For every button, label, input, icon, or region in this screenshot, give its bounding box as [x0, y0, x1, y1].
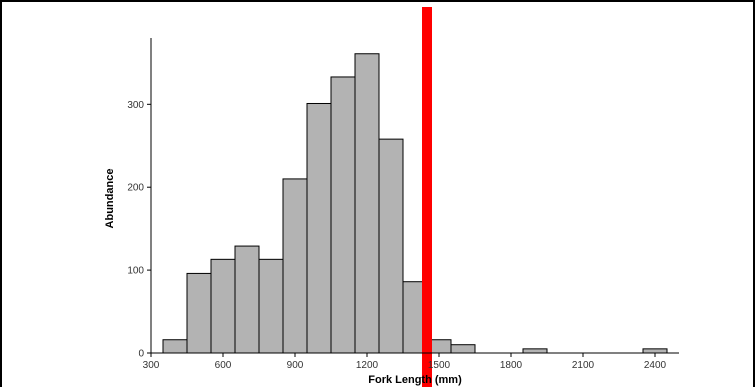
x-ticks-group: 300 600 900 1200 1500 1800 2100 2400: [143, 353, 667, 371]
x-tick-label-900: 900: [287, 360, 304, 371]
histogram-bar-1100: [330, 76, 356, 354]
bars-group: [162, 53, 668, 354]
x-tick-label-600: 600: [215, 360, 232, 371]
histogram-bar-1600: [450, 344, 476, 354]
y-tick-label-300: 300: [127, 100, 144, 111]
x-axis-title: Fork Length (mm): [368, 374, 462, 386]
axes-group: [150, 38, 679, 354]
histogram-bar-600: [210, 258, 236, 354]
histogram-bar-500: [186, 272, 212, 354]
histogram-bar-1300: [378, 138, 404, 354]
y-ticks-group: 0 100 200 300: [127, 100, 151, 360]
x-tick-label-1500: 1500: [428, 360, 451, 371]
histogram-bar-700: [234, 245, 260, 354]
histogram-bar-1000: [306, 102, 332, 354]
x-tick-label-1800: 1800: [500, 360, 523, 371]
histogram-bar-400: [162, 339, 188, 354]
histogram-bar-900: [282, 178, 308, 354]
reference-line-group: [422, 7, 432, 387]
y-tick-label-0: 0: [138, 349, 144, 360]
y-axis-title: Abundance: [104, 169, 116, 229]
x-tick-label-1200: 1200: [356, 360, 379, 371]
histogram-bar-2400: [642, 348, 668, 354]
histogram-bar-800: [258, 258, 284, 354]
histogram-bar-1200: [354, 53, 380, 354]
x-tick-label-2400: 2400: [644, 360, 667, 371]
x-tick-label-300: 300: [143, 360, 160, 371]
histogram-bar-1900: [522, 348, 548, 354]
y-tick-label-100: 100: [127, 266, 144, 277]
x-tick-label-2100: 2100: [572, 360, 595, 371]
y-tick-label-200: 200: [127, 183, 144, 194]
reference-line: [422, 7, 432, 387]
